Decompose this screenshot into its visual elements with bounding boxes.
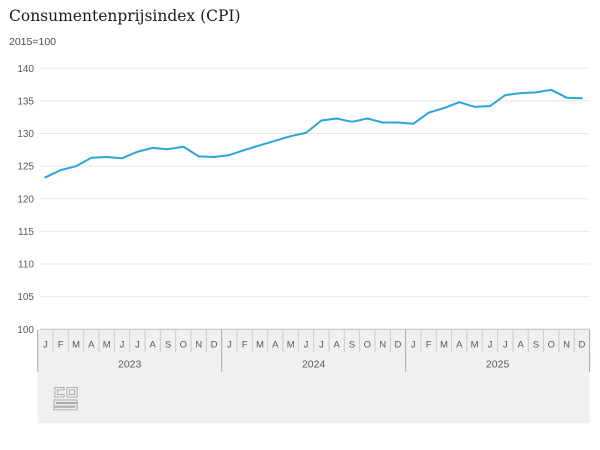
month-tick-label: A	[517, 340, 524, 351]
month-tick-label: O	[180, 340, 187, 351]
y-tick-label: 110	[18, 260, 34, 271]
month-tick-label: F	[426, 340, 432, 351]
y-tick-label: 135	[17, 96, 34, 107]
month-tick-label: A	[333, 340, 340, 351]
month-tick-label: M	[72, 340, 80, 351]
month-tick-label: J	[120, 340, 125, 351]
y-tick-label: 120	[17, 194, 34, 205]
month-tick-label: J	[43, 340, 48, 351]
month-tick-label: M	[440, 340, 448, 351]
chart-title: Consumentenprijsindex (CPI)	[9, 7, 241, 25]
month-tick-label: D	[395, 340, 402, 351]
y-tick-label: 115	[18, 227, 34, 238]
month-tick-label: J	[304, 340, 309, 351]
year-tick-label: 2025	[486, 359, 510, 371]
month-tick-label: A	[456, 340, 463, 351]
y-tick-label: 125	[17, 162, 34, 173]
year-tick-label: 2024	[302, 359, 326, 371]
month-tick-label: N	[563, 340, 570, 351]
month-tick-label: J	[411, 340, 416, 351]
month-tick-label: J	[503, 340, 508, 351]
month-tick-label: N	[195, 340, 202, 351]
month-tick-label: J	[488, 340, 493, 351]
cpi-series-line	[44, 88, 583, 179]
month-tick-label: S	[165, 340, 171, 351]
month-tick-label: J	[135, 340, 140, 351]
month-tick-label: J	[227, 340, 232, 351]
y-tick-label: 105	[17, 292, 34, 303]
month-tick-label: D	[211, 340, 218, 351]
year-tick-label: 2023	[118, 359, 142, 371]
month-tick-label: D	[578, 340, 585, 351]
month-tick-label: S	[533, 340, 539, 351]
month-tick-label: S	[349, 340, 355, 351]
month-tick-label: A	[88, 340, 95, 351]
month-tick-label: M	[287, 340, 295, 351]
month-tick-label: M	[471, 340, 479, 351]
month-tick-label: M	[256, 340, 264, 351]
chart-subtitle: 2015=100	[9, 36, 57, 48]
y-tick-label: 140	[17, 64, 34, 75]
month-tick-label: J	[319, 340, 324, 351]
month-tick-label: A	[150, 340, 157, 351]
cbs-logo-icon	[52, 386, 79, 412]
y-tick-label: 100	[17, 325, 34, 336]
month-tick-label: A	[272, 340, 279, 351]
month-tick-label: F	[58, 340, 64, 351]
month-tick-label: O	[364, 340, 371, 351]
month-tick-label: F	[242, 340, 248, 351]
month-tick-label: O	[548, 340, 555, 351]
y-tick-label: 130	[17, 129, 34, 140]
month-tick-label: N	[379, 340, 386, 351]
month-tick-label: M	[103, 340, 111, 351]
